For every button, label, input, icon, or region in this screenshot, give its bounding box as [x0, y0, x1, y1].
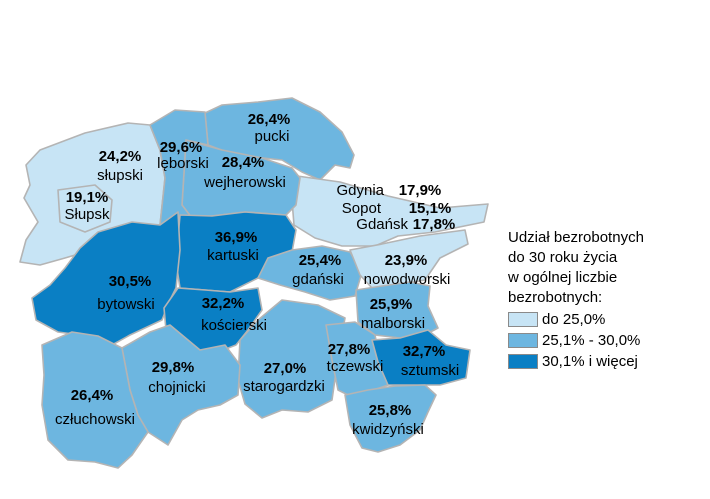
- name-label-slupski: słupski: [97, 167, 143, 184]
- name-label-starogardzki: starogardzki: [243, 378, 325, 395]
- legend: Udział bezrobotnych do 30 roku życia w o…: [508, 228, 708, 372]
- legend-label: do 25,0%: [542, 311, 606, 328]
- name-label-nowodworski: nowodworski: [364, 271, 451, 288]
- value-label-chojnicki: 29,8%: [152, 359, 195, 376]
- name-label-wejherowski: wejherowski: [203, 174, 286, 191]
- name-label-malborski: malborski: [361, 315, 425, 332]
- legend-title: Udział bezrobotnych do 30 roku życia w o…: [508, 228, 708, 308]
- value-label-starogardzki: 27,0%: [264, 360, 307, 377]
- region-bytowski: [31, 211, 181, 346]
- name-label-chojnicki: chojnicki: [148, 379, 206, 396]
- value-label-bytowski: 30,5%: [109, 273, 152, 290]
- legend-label: 30,1% i więcej: [542, 353, 638, 370]
- legend-title-line: Udział bezrobotnych: [508, 229, 644, 246]
- name-label-czluchowski: człuchowski: [55, 411, 135, 428]
- name-label-bytowski: bytowski: [97, 296, 155, 313]
- region-sztumski: [371, 329, 471, 386]
- value-label-koscierski: 32,2%: [202, 295, 245, 312]
- legend-item-low: do 25,0%: [508, 309, 708, 330]
- value-label-sztumski: 32,7%: [403, 343, 446, 360]
- region-czluchowski: [41, 331, 149, 469]
- value-label-leborski: 29,6%: [160, 139, 203, 156]
- value-label-czluchowski: 26,4%: [71, 387, 114, 404]
- name-label-sopot: Sopot: [342, 200, 382, 217]
- value-label-slupsk: 19,1%: [66, 189, 109, 206]
- name-label-tczewski: tczewski: [327, 358, 384, 375]
- value-label-nowodworski: 23,9%: [385, 252, 428, 269]
- name-label-kwidzynski: kwidzyński: [352, 421, 424, 438]
- legend-label: 25,1% - 30,0%: [542, 332, 641, 349]
- name-label-gdynia: Gdynia: [336, 182, 384, 199]
- name-label-kartuski: kartuski: [207, 247, 259, 264]
- name-label-leborski: lęborski: [157, 155, 209, 172]
- value-label-malborski: 25,9%: [370, 296, 413, 313]
- value-label-gdynia: 17,9%: [399, 182, 442, 199]
- legend-item-mid: 25,1% - 30,0%: [508, 330, 708, 351]
- value-label-gdansk: 17,8%: [413, 216, 456, 233]
- name-label-gdanski: gdański: [292, 271, 344, 288]
- legend-swatch: [508, 333, 538, 348]
- legend-title-line: w ogólnej liczbie: [508, 269, 618, 286]
- legend-title-line: bezrobotnych:: [508, 289, 603, 306]
- region-nowodworski: [349, 229, 469, 289]
- region-labels: 24,2% słupski 19,1% Słupsk 29,6% lęborsk…: [55, 111, 459, 438]
- region-starogardzki: [237, 299, 346, 419]
- value-label-pucki: 26,4%: [248, 111, 291, 128]
- legend-swatch: [508, 312, 538, 327]
- region-gdansk-area: [289, 174, 489, 247]
- legend-item-high: 30,1% i więcej: [508, 351, 708, 372]
- legend-title-line: do 30 roku życia: [508, 249, 618, 266]
- name-label-pucki: pucki: [254, 128, 289, 145]
- legend-swatch: [508, 354, 538, 369]
- value-label-wejherowski: 28,4%: [222, 154, 265, 171]
- value-label-sopot: 15,1%: [409, 200, 452, 217]
- region-gdanski: [257, 245, 363, 301]
- region-leborski: [149, 109, 209, 231]
- value-label-tczewski: 27,8%: [328, 341, 371, 358]
- value-label-slupski: 24,2%: [99, 148, 142, 165]
- name-label-slupsk: Słupsk: [64, 206, 110, 223]
- name-label-gdansk: Gdańsk: [356, 216, 408, 233]
- value-label-gdanski: 25,4%: [299, 252, 342, 269]
- value-label-kartuski: 36,9%: [215, 229, 258, 246]
- region-kwidzynski: [344, 384, 437, 453]
- name-label-sztumski: sztumski: [401, 362, 459, 379]
- name-label-koscierski: kościerski: [201, 317, 267, 334]
- region-slupsk: [57, 184, 113, 233]
- value-label-kwidzynski: 25,8%: [369, 402, 412, 419]
